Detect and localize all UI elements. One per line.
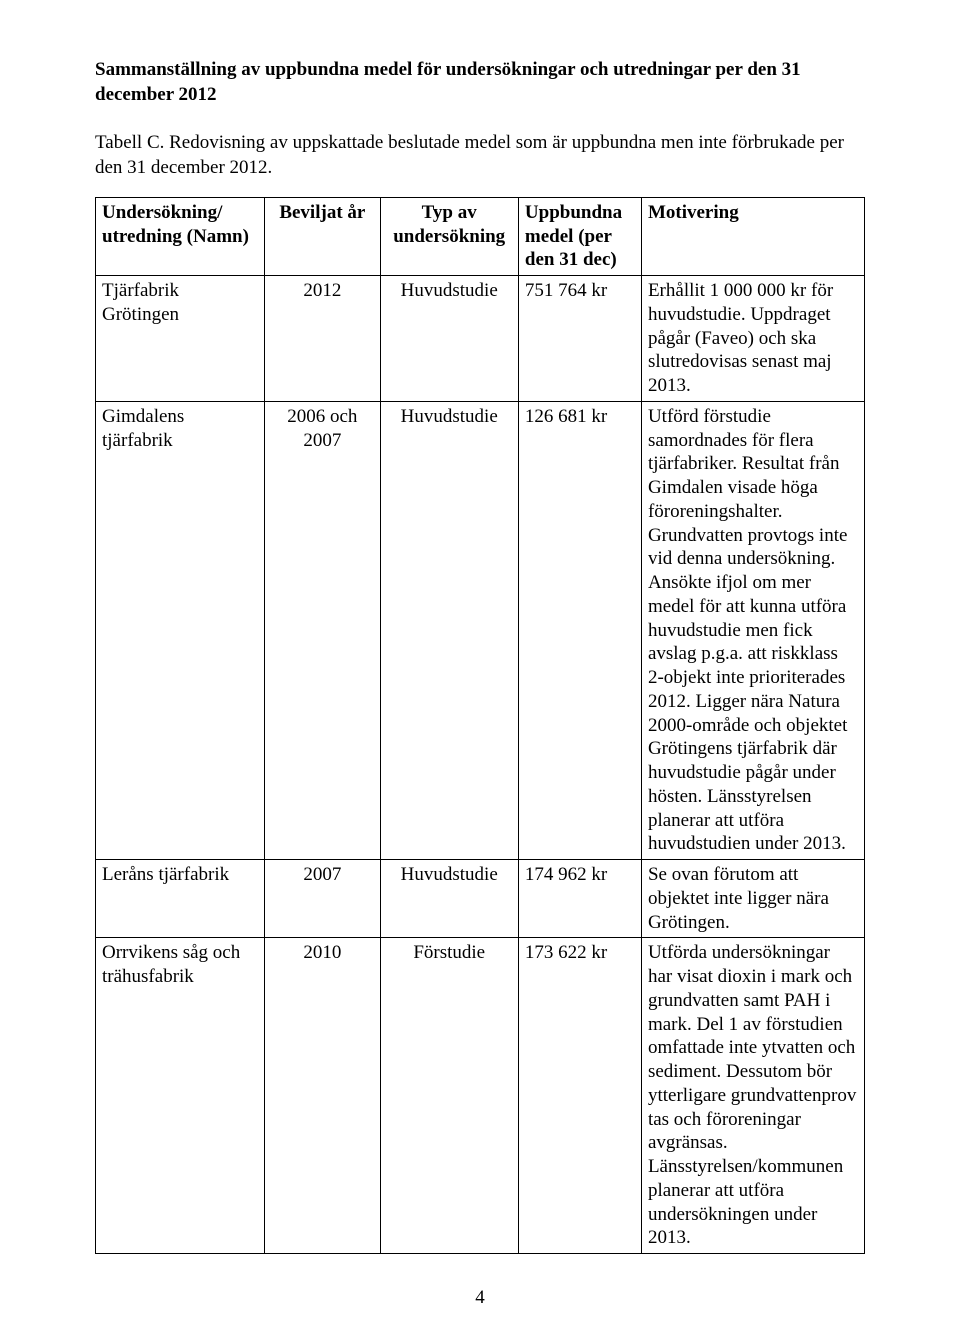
table-row: Gimdalens tjärfabrik 2006 och 2007 Huvud… xyxy=(96,401,865,859)
col-header-name: Undersökning/ utredning (Namn) xyxy=(96,197,265,275)
cell-name: Gimdalens tjärfabrik xyxy=(96,401,265,859)
cell-amount: 174 962 kr xyxy=(518,860,641,938)
cell-year: 2007 xyxy=(265,860,380,938)
col-header-amount: Uppbundna medel (per den 31 dec) xyxy=(518,197,641,275)
table-header-row: Undersökning/ utredning (Namn) Beviljat … xyxy=(96,197,865,275)
cell-name: Orrvikens såg och trähusfabrik xyxy=(96,938,265,1254)
cell-motivation: Utförd förstudie samordnades för flera t… xyxy=(641,401,864,859)
page-number: 4 xyxy=(0,1287,960,1309)
table-caption: Tabell C. Redovisning av uppskattade bes… xyxy=(95,131,865,180)
cell-amount: 173 622 kr xyxy=(518,938,641,1254)
cell-year: 2012 xyxy=(265,276,380,402)
col-header-year: Beviljat år xyxy=(265,197,380,275)
cell-name: Tjärfabrik Grötingen xyxy=(96,276,265,402)
cell-type: Huvudstudie xyxy=(380,276,518,402)
cell-type: Huvudstudie xyxy=(380,401,518,859)
document-page: Sammanställning av uppbundna medel för u… xyxy=(0,0,960,1333)
table-row: Orrvikens såg och trähusfabrik 2010 Förs… xyxy=(96,938,865,1254)
cell-motivation: Se ovan förutom att objektet inte ligger… xyxy=(641,860,864,938)
col-header-motivation: Motivering xyxy=(641,197,864,275)
cell-motivation: Erhållit 1 000 000 kr för huvudstudie. U… xyxy=(641,276,864,402)
cell-name: Leråns tjärfabrik xyxy=(96,860,265,938)
table-row: Leråns tjärfabrik 2007 Huvudstudie 174 9… xyxy=(96,860,865,938)
table-row: Tjärfabrik Grötingen 2012 Huvudstudie 75… xyxy=(96,276,865,402)
cell-amount: 126 681 kr xyxy=(518,401,641,859)
cell-amount: 751 764 kr xyxy=(518,276,641,402)
cell-motivation: Utförda undersökningar har visat dioxin … xyxy=(641,938,864,1254)
col-header-type: Typ av undersökning xyxy=(380,197,518,275)
cell-year: 2010 xyxy=(265,938,380,1254)
cell-year: 2006 och 2007 xyxy=(265,401,380,859)
cell-type: Huvudstudie xyxy=(380,860,518,938)
page-heading: Sammanställning av uppbundna medel för u… xyxy=(95,58,865,107)
funds-table: Undersökning/ utredning (Namn) Beviljat … xyxy=(95,197,865,1254)
cell-type: Förstudie xyxy=(380,938,518,1254)
